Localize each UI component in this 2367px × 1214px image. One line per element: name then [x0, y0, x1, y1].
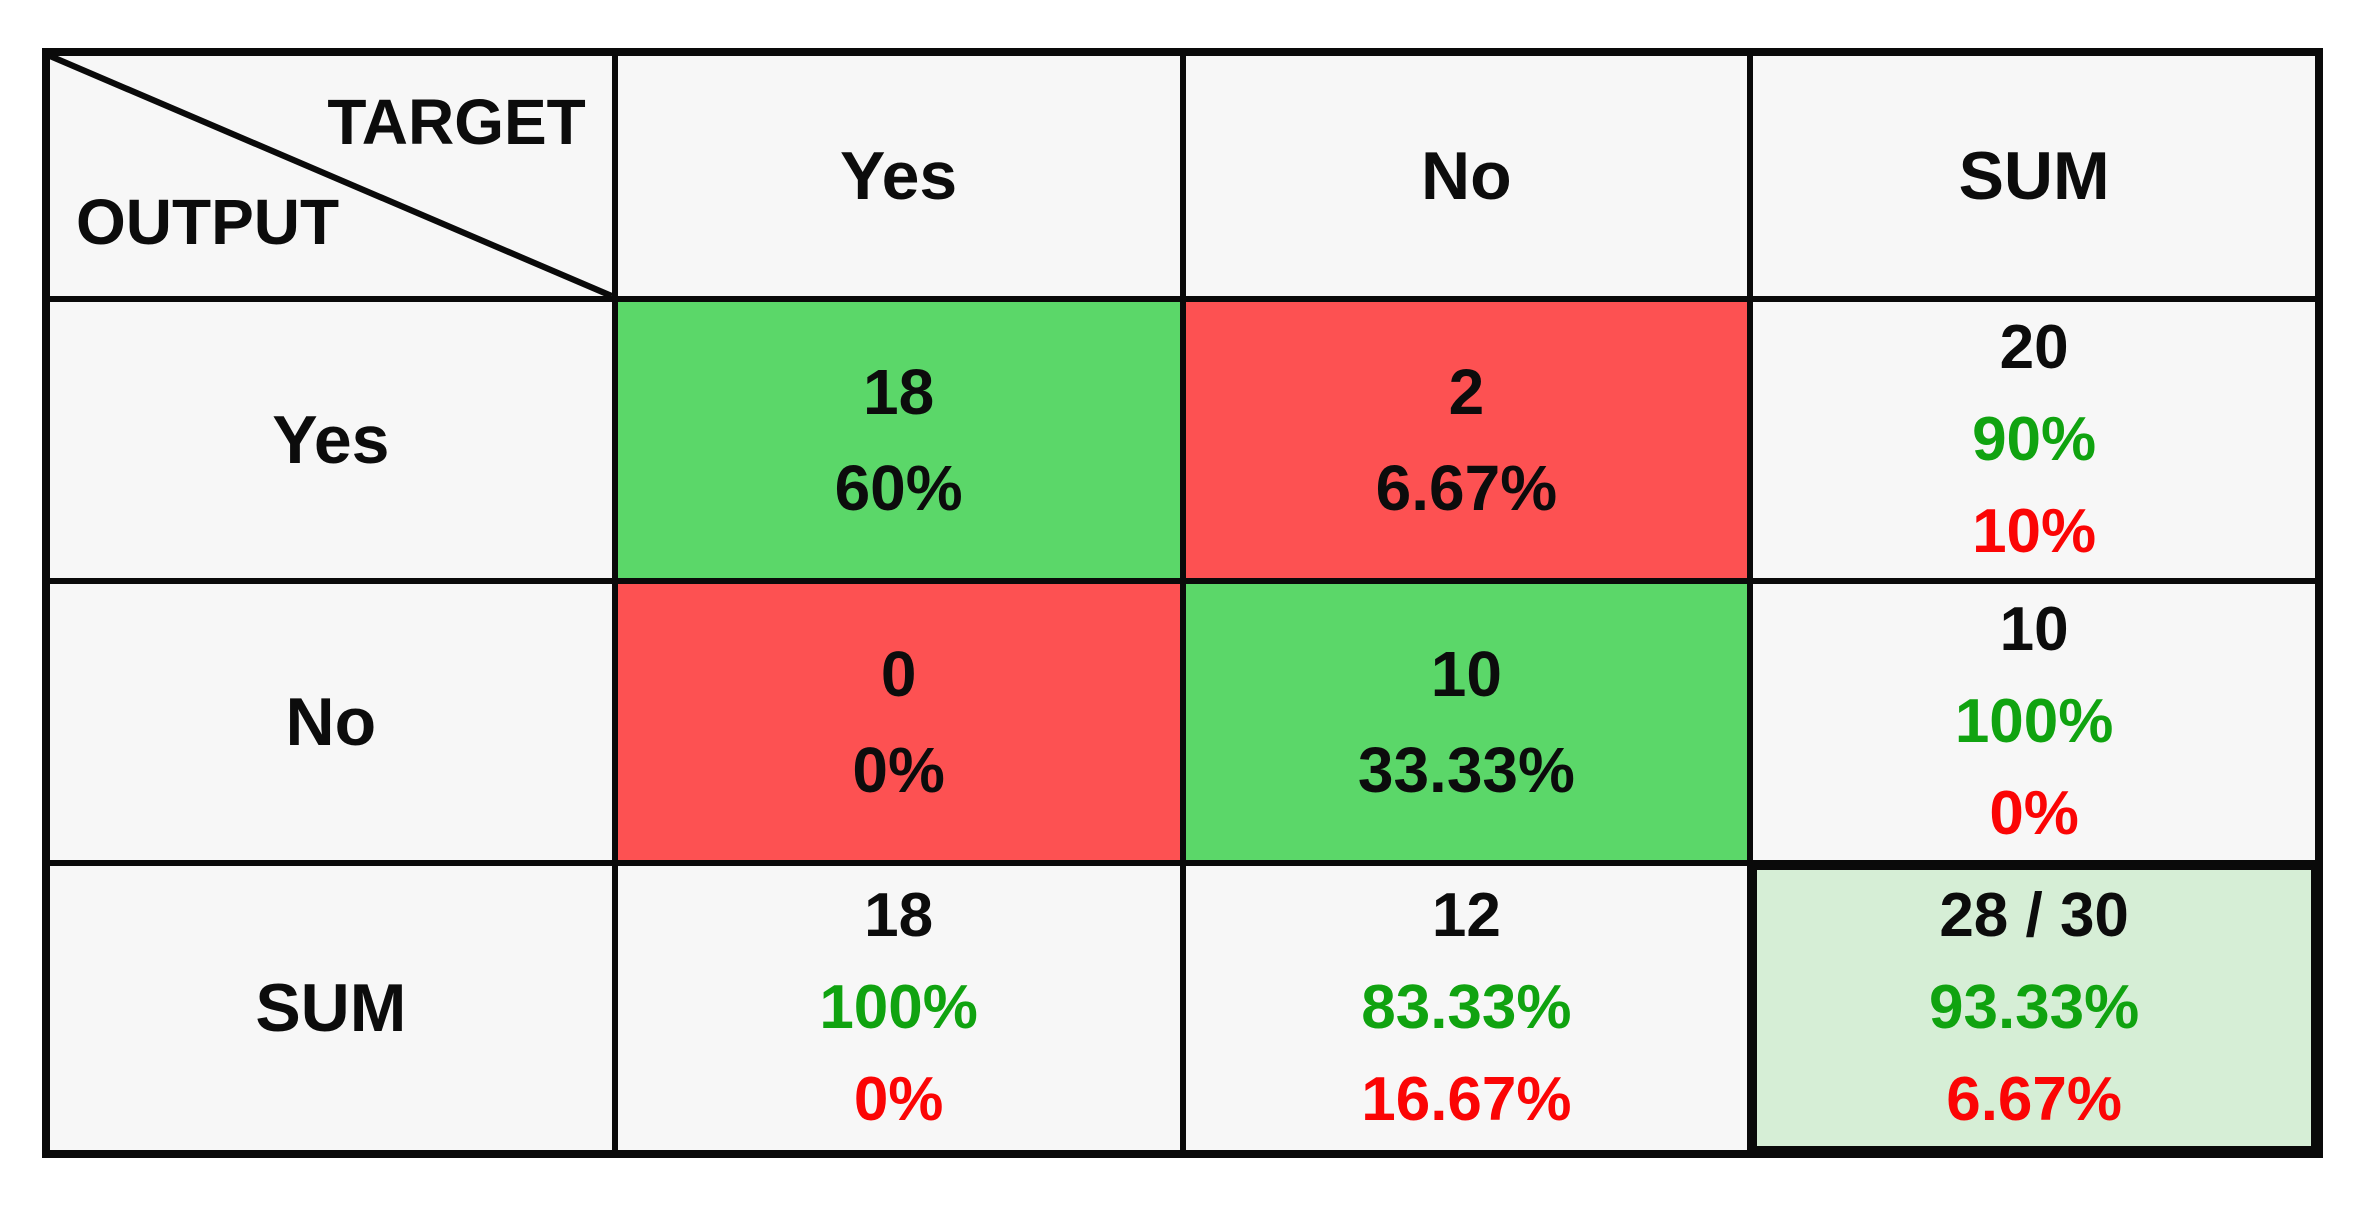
cell-count: 0: [880, 638, 917, 710]
output-axis-label: OUTPUT: [76, 186, 340, 258]
confusion-matrix-table: TARGET OUTPUT Yes No SUM Yes 18 60% 2 6.…: [42, 48, 2323, 1158]
row-header-no: No: [50, 584, 612, 860]
sum-count: 20: [1999, 313, 2069, 382]
cell-percent: 33.33%: [1357, 734, 1575, 806]
sum-count: 10: [1999, 595, 2069, 664]
row-header-sum-label: SUM: [255, 970, 407, 1046]
cell-col-sum-no: 12 83.33% 16.67%: [1185, 866, 1748, 1150]
col-header-no: No: [1185, 56, 1748, 296]
target-axis-label: TARGET: [327, 86, 586, 158]
diagonal-divider-line: [50, 56, 612, 296]
cell-output-yes-target-no: 2 6.67%: [1185, 302, 1748, 578]
col-header-yes-label: Yes: [840, 138, 958, 214]
col-header-sum: SUM: [1753, 56, 2315, 296]
total-count: 28 / 30: [1939, 881, 2129, 950]
sum-green-percent: 100%: [819, 973, 978, 1042]
row-header-sum: SUM: [50, 866, 612, 1150]
sum-green-percent: 83.33%: [1361, 973, 1572, 1042]
cell-count: 2: [1448, 356, 1485, 428]
cell-count: 10: [1430, 638, 1502, 710]
cell-grand-total: 28 / 30 93.33% 6.67%: [1753, 866, 2315, 1150]
cell-output-no-target-yes: 0 0%: [617, 584, 1180, 860]
cell-count: 18: [863, 356, 935, 428]
total-accuracy-percent: 93.33%: [1928, 973, 2140, 1042]
cell-col-sum-yes: 18 100% 0%: [617, 866, 1180, 1150]
sum-red-percent: 10%: [1972, 497, 2097, 566]
corner-cell: TARGET OUTPUT: [50, 56, 612, 296]
cell-output-no-target-no: 10 33.33%: [1185, 584, 1748, 860]
col-header-sum-label: SUM: [1958, 138, 2110, 214]
row-header-no-label: No: [285, 684, 377, 760]
sum-count: 12: [1431, 881, 1501, 950]
col-header-no-label: No: [1421, 138, 1512, 214]
sum-green-percent: 100%: [1954, 687, 2114, 756]
cell-percent: 0%: [852, 734, 945, 806]
cell-output-yes-target-yes: 18 60%: [617, 302, 1180, 578]
sum-red-percent: 0%: [1989, 779, 2079, 848]
row-header-yes-label: Yes: [272, 402, 390, 478]
sum-count: 18: [864, 881, 934, 950]
cell-percent: 6.67%: [1375, 452, 1558, 524]
sum-red-percent: 0%: [853, 1065, 944, 1134]
row-header-yes: Yes: [50, 302, 612, 578]
total-error-percent: 6.67%: [1946, 1065, 2123, 1134]
sum-red-percent: 16.67%: [1361, 1065, 1572, 1134]
sum-green-percent: 90%: [1972, 405, 2097, 474]
cell-percent: 60%: [834, 452, 963, 524]
col-header-yes: Yes: [617, 56, 1180, 296]
cell-row-sum-no: 10 100% 0%: [1753, 584, 2315, 860]
cell-row-sum-yes: 20 90% 10%: [1753, 302, 2315, 578]
